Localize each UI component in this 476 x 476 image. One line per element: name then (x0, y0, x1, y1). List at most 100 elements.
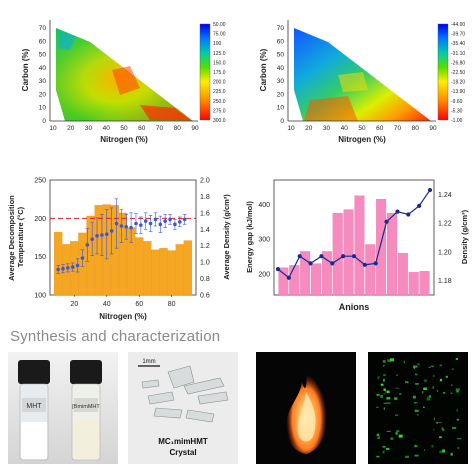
scale-label: 1mm (142, 359, 155, 365)
bar (151, 249, 160, 296)
density-point (109, 229, 114, 233)
colorbar-tick-label: 150.0 (213, 60, 226, 66)
y2-tick-labels: 0.6 0.8 1.0 1.2 1.4 1.6 1.8 2.0 (200, 178, 210, 300)
colorbar-tick-label: -35.40 (451, 41, 465, 47)
colorbar-tick-labels: -44.00 -39.70 -35.40 -31.10 -26.80 -22.50 -18.… (451, 22, 465, 124)
y-tick-label: 300 (258, 237, 270, 244)
colorbar-tick-label: 75.00 (213, 32, 226, 38)
speck (386, 447, 390, 450)
speck (438, 422, 442, 424)
crystal-caption: MC₁mimHMT (158, 437, 208, 446)
photo-vials: MHT [BmimMHT (8, 352, 118, 464)
speck (451, 384, 453, 386)
bar (278, 267, 289, 296)
density-point (153, 217, 158, 222)
x-tick-label: 40 (341, 125, 349, 132)
y-tick-label: 30 (277, 78, 285, 85)
speck (387, 359, 391, 363)
bar (332, 212, 343, 296)
speck (376, 433, 380, 437)
density-point (148, 221, 153, 226)
mid-spot (338, 72, 368, 92)
y-tick-label: 150 (34, 254, 46, 261)
speck (423, 379, 427, 382)
bar (289, 265, 300, 296)
photo-flame (256, 352, 356, 464)
speck (439, 364, 442, 367)
speck (421, 391, 424, 394)
density-point (341, 254, 346, 259)
speck (414, 454, 419, 457)
y-tick-label: 0 (42, 118, 46, 125)
y-tick-label: 400 (258, 202, 270, 209)
y2-tick-label: 1.2 (200, 243, 210, 250)
y-tick-label: 250 (34, 178, 46, 185)
x-axis-label: Nitrogen (%) (338, 135, 386, 144)
density-point (100, 233, 104, 237)
speck (377, 376, 380, 380)
speck (433, 417, 435, 421)
bar (135, 237, 144, 296)
density-point (61, 266, 65, 271)
y2-axis-label: Density (g/cm³) (460, 209, 469, 264)
y-tick-labels: 0 10 20 30 40 50 60 70 (277, 25, 285, 125)
hot-spot (140, 105, 190, 120)
speck (386, 402, 391, 404)
bar (300, 251, 311, 296)
density-point (286, 275, 291, 280)
density-point (182, 217, 187, 222)
bar (183, 240, 193, 296)
colorbar-tick-label: 200.0 (213, 80, 226, 86)
density-point (119, 224, 124, 228)
density-point (427, 187, 433, 193)
density-point (56, 267, 60, 272)
x-tick-label: 40 (103, 125, 111, 132)
speck (380, 383, 384, 386)
speck (395, 414, 399, 416)
speck (417, 414, 419, 416)
speck (395, 387, 400, 389)
x-tick-label: 80 (174, 125, 182, 132)
x-tick-label: 80 (168, 301, 176, 308)
speck (417, 363, 420, 366)
y-tick-labels: 200 300 400 (258, 202, 270, 279)
y2-tick-label: 1.6 (200, 210, 210, 217)
speck (415, 383, 419, 385)
x-tick-label: 30 (323, 125, 331, 132)
density-point (80, 256, 85, 260)
bar (167, 250, 176, 296)
vial-label: [BmimMHT (72, 404, 100, 410)
speck (439, 436, 442, 439)
speck (432, 386, 435, 390)
speck (386, 397, 391, 400)
plot-area (287, 20, 436, 122)
density-point (124, 225, 129, 229)
speck (404, 381, 409, 384)
density-point (114, 221, 119, 226)
speck (398, 434, 403, 438)
photo-crystal: 1mm MC₁mimHMT Crystal (128, 352, 238, 464)
x-tick-label: 90 (191, 125, 199, 132)
speck (383, 388, 386, 391)
speck (383, 402, 387, 404)
y-tick-label: 50 (39, 52, 47, 59)
y-tick-label: 10 (39, 105, 47, 112)
density-point (177, 220, 182, 224)
density-point (85, 243, 90, 247)
colorbar-tick-label: -1.00 (451, 118, 463, 124)
bars (53, 204, 193, 296)
cool-spot (58, 32, 76, 50)
density-point (129, 225, 133, 230)
density-point (406, 212, 411, 217)
bar (159, 248, 168, 296)
speck (386, 430, 391, 432)
speck (457, 447, 460, 449)
y2-tick-label: 2.0 (200, 178, 210, 185)
colorbar-tick-label: -39.70 (451, 32, 465, 38)
bar (397, 253, 408, 296)
bar (175, 244, 184, 296)
speck (396, 430, 400, 433)
y-tick-label: 10 (277, 105, 285, 112)
bar (408, 272, 419, 296)
